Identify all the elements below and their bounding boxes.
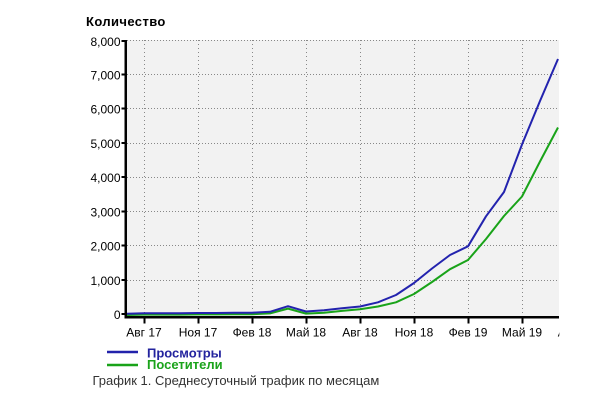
svg-text:Посетители: Посетители (147, 357, 223, 372)
svg-text:4,000: 4,000 (90, 171, 120, 185)
svg-text:Ноя 17: Ноя 17 (179, 326, 218, 340)
svg-text:Фев 18: Фев 18 (233, 326, 272, 340)
svg-text:8,000: 8,000 (90, 35, 120, 49)
svg-text:Авг 19: Авг 19 (558, 326, 594, 340)
svg-text:1,000: 1,000 (90, 274, 120, 288)
svg-text:3,000: 3,000 (90, 205, 120, 219)
svg-text:0: 0 (114, 308, 121, 322)
svg-text:График 1. Среднесуточный трафи: График 1. Среднесуточный трафик по месяц… (93, 373, 380, 388)
svg-text:Просмотры: Просмотры (147, 346, 222, 361)
svg-text:Фев 19: Фев 19 (449, 326, 488, 340)
svg-text:6,000: 6,000 (90, 102, 120, 116)
svg-text:Количество: Количество (86, 14, 166, 29)
svg-text:Ноя 18: Ноя 18 (395, 326, 434, 340)
svg-text:Май 18: Май 18 (286, 326, 327, 340)
svg-text:2,000: 2,000 (90, 239, 120, 253)
svg-text:Май 19: Май 19 (502, 326, 543, 340)
svg-text:7,000: 7,000 (90, 68, 120, 82)
svg-text:Авг 18: Авг 18 (342, 326, 378, 340)
svg-text:5,000: 5,000 (90, 137, 120, 151)
svg-text:Авг 17: Авг 17 (126, 326, 162, 340)
